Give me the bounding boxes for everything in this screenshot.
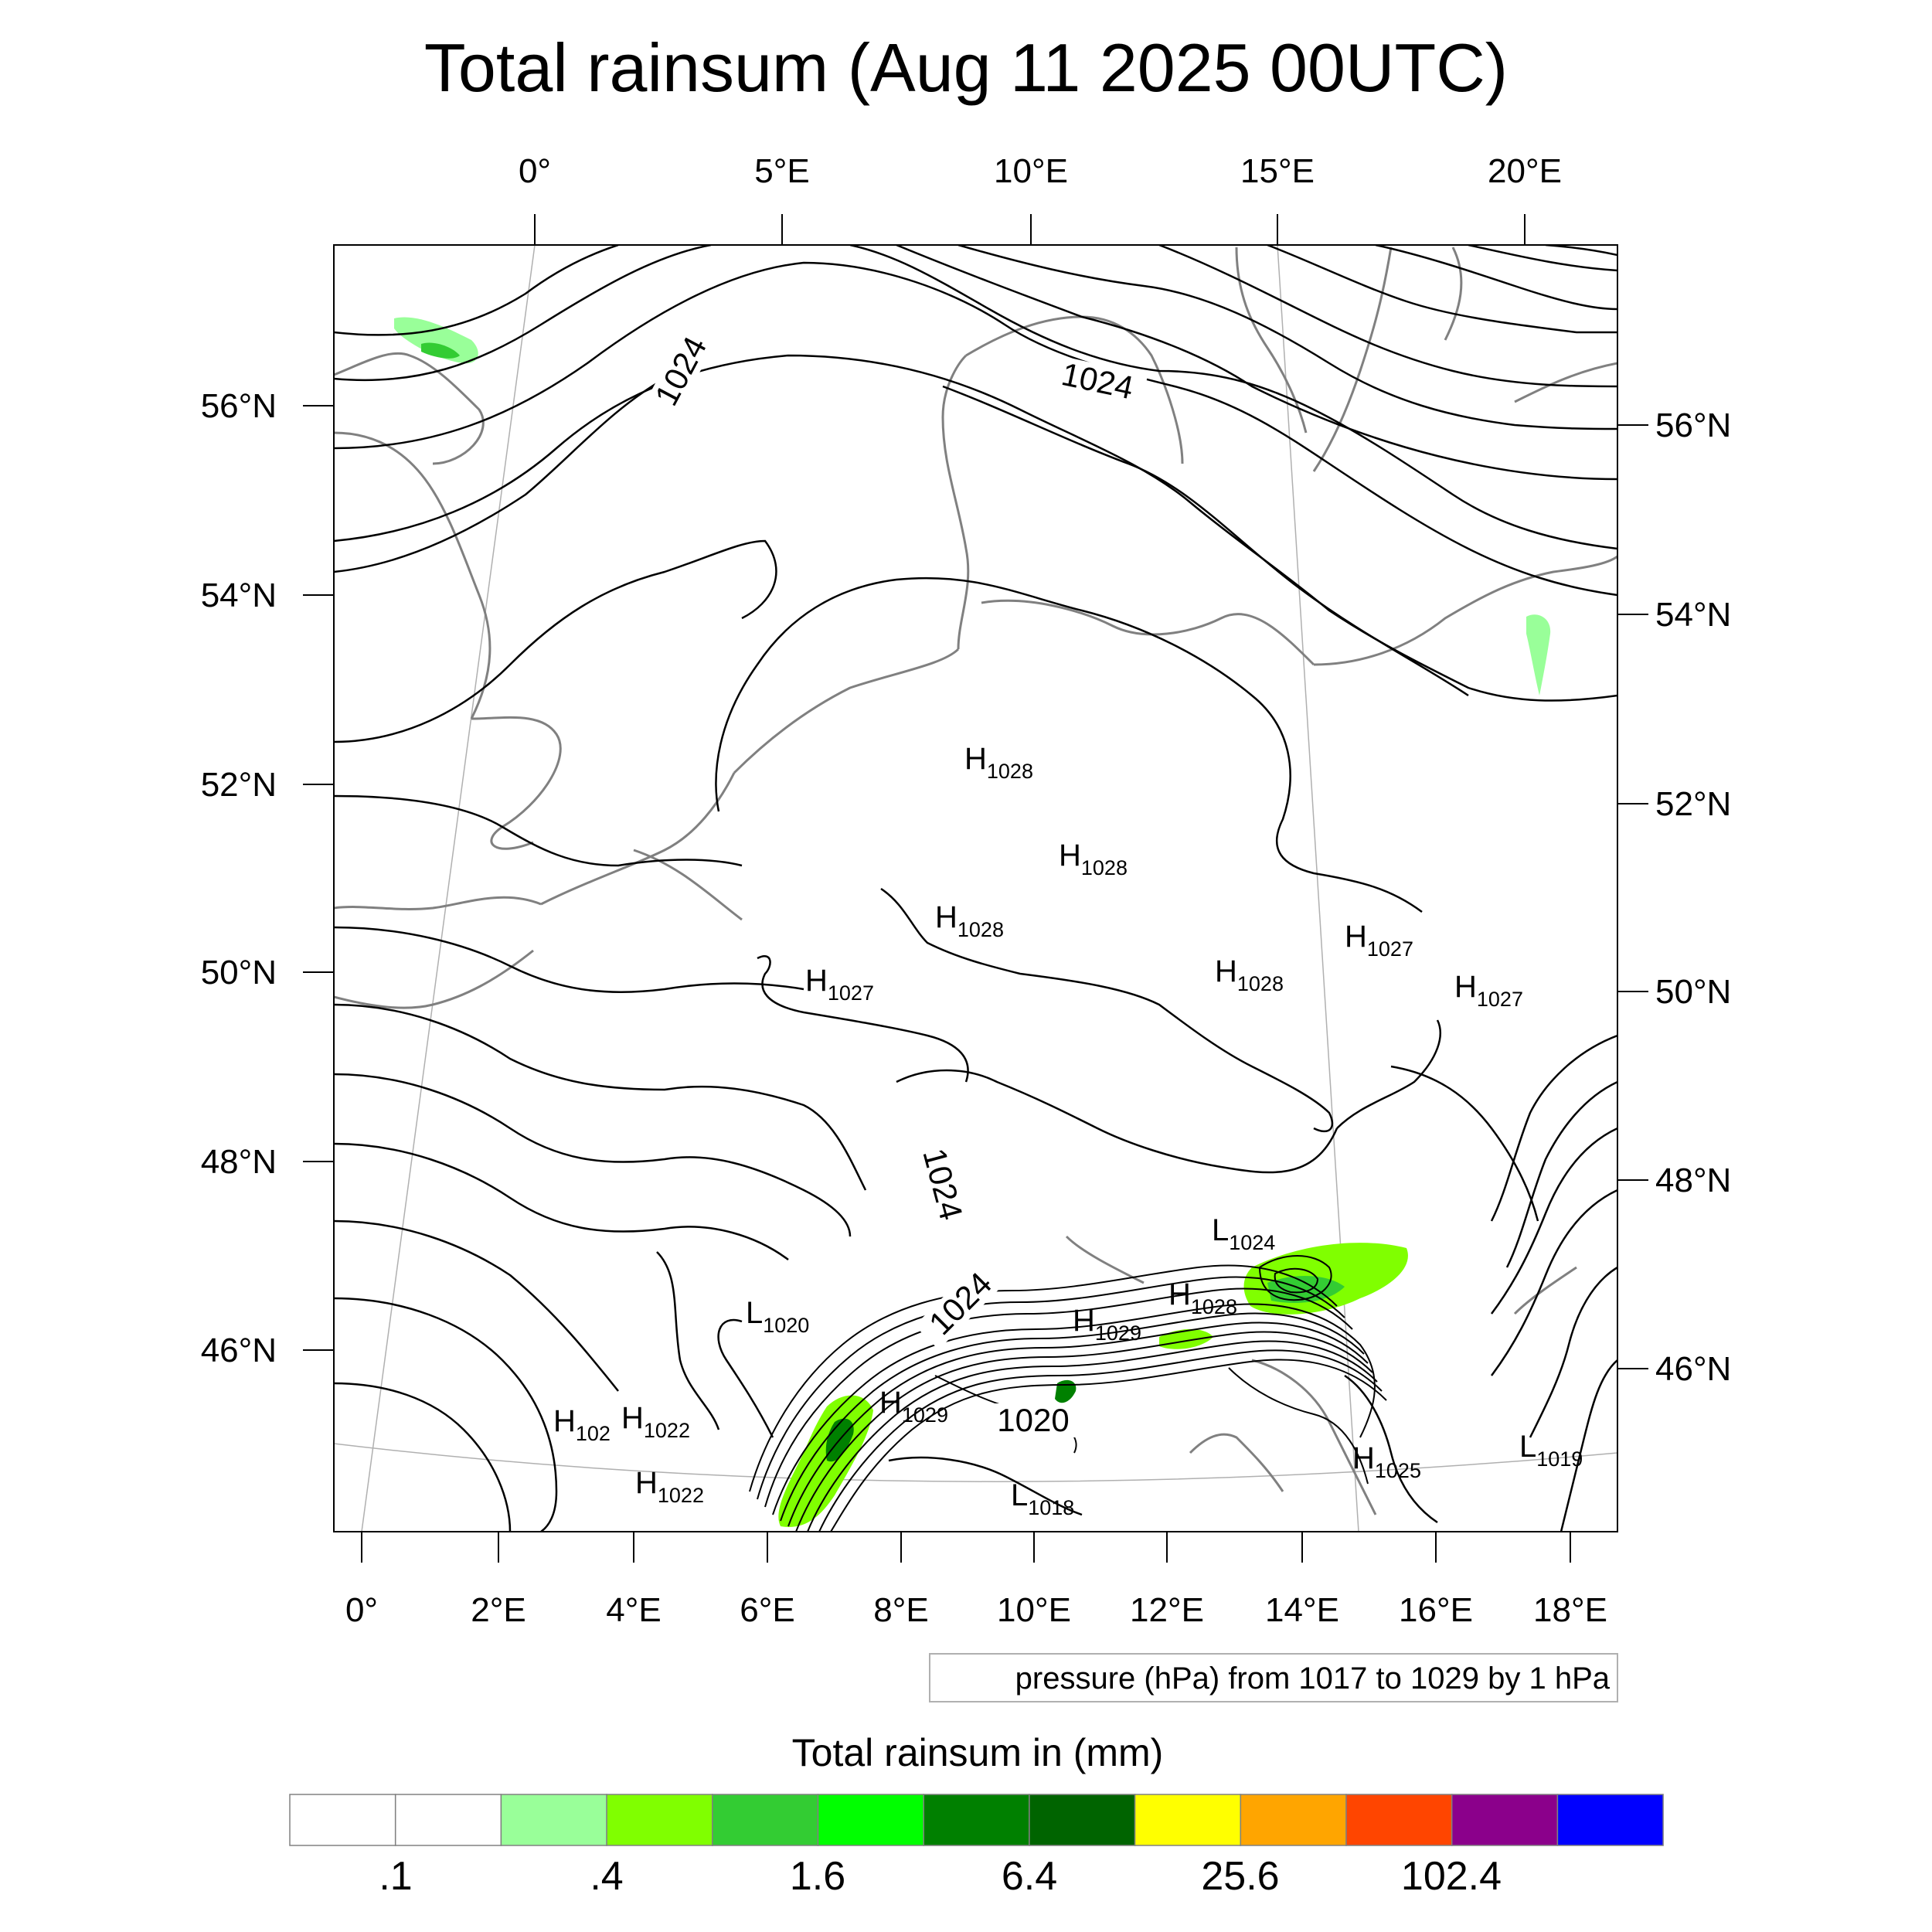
alpine-isobars [749, 1255, 1387, 1532]
colorbar-label: 1.6 [790, 1854, 845, 1899]
pressure-center: L1019 [1519, 1430, 1583, 1471]
right-latitude-axis: 56°N 54°N 52°N 50°N 48°N 46°N [1617, 406, 1731, 1388]
colorbar-box [1029, 1794, 1136, 1846]
colorbar [289, 1794, 1664, 1846]
bottom-lon-label: 2°E [471, 1591, 526, 1629]
pressure-center: H102 [553, 1404, 611, 1445]
colorbar-box [1556, 1794, 1664, 1846]
colorbar-box [606, 1794, 713, 1846]
bottom-longitude-axis: 0° 2°E 4°E 6°E 8°E 10°E 12°E 14°E 16°E 1… [345, 1532, 1607, 1629]
right-lat-label: 46°N [1655, 1350, 1731, 1388]
right-lat-label: 56°N [1655, 406, 1731, 444]
pressure-center: H1029 [879, 1386, 948, 1427]
right-lat-label: 50°N [1655, 973, 1731, 1011]
bottom-lon-label: 4°E [606, 1591, 661, 1629]
bottom-lon-label: 16°E [1399, 1591, 1473, 1629]
bottom-lon-label: 6°E [740, 1591, 794, 1629]
contour-labels: 1024 1024 1024 1024 1020 [643, 321, 1148, 1438]
colorbar-title: Total rainsum in (mm) [792, 1731, 1164, 1774]
colorbar-label: 102.4 [1401, 1854, 1502, 1899]
bottom-lon-label: 12°E [1130, 1591, 1204, 1629]
top-lon-label: 5°E [754, 152, 809, 190]
pressure-centers: H1028 H1028 H1028 H1028 H1027 H1027 H102… [553, 742, 1583, 1519]
isobars [334, 245, 1617, 1532]
colorbar-box [1134, 1794, 1242, 1846]
pressure-center: H1027 [1345, 920, 1413, 961]
colorbar-label: 25.6 [1201, 1854, 1279, 1899]
map-border [333, 244, 1618, 1532]
bottom-lon-label: 10°E [997, 1591, 1071, 1629]
colorbar-box [1451, 1794, 1559, 1846]
bottom-lon-label: 8°E [873, 1591, 928, 1629]
pressure-center: H1028 [1059, 838, 1128, 879]
left-lat-label: 52°N [201, 766, 277, 804]
pressure-center: H1025 [1352, 1441, 1421, 1482]
rain-patch-poland [1526, 614, 1551, 696]
left-lat-label: 48°N [201, 1143, 277, 1181]
left-lat-label: 56°N [201, 387, 277, 425]
colorbar-box [1240, 1794, 1347, 1846]
left-lat-label: 50°N [201, 954, 277, 992]
right-lat-label: 54°N [1655, 596, 1731, 634]
top-lon-label: 0° [519, 152, 551, 190]
colorbar-box [817, 1794, 924, 1846]
pressure-center: H1029 [1073, 1304, 1141, 1345]
colorbar-box [289, 1794, 396, 1846]
left-latitude-axis: 56°N 54°N 52°N 50°N 48°N 46°N [201, 387, 334, 1369]
left-lat-label: 46°N [201, 1332, 277, 1369]
pressure-center: H1028 [1168, 1277, 1237, 1318]
colorbar-box [1345, 1794, 1453, 1846]
pressure-center: L1020 [746, 1296, 809, 1337]
pressure-center: H1022 [621, 1401, 690, 1442]
rain-patch-alps-east [1159, 1328, 1213, 1349]
contour-info-text: pressure (hPa) from 1017 to 1029 by 1 hP… [1015, 1662, 1611, 1696]
colorbar-label: 6.4 [1002, 1854, 1057, 1899]
pressure-center: H1028 [1215, 954, 1284, 995]
pressure-center: L1024 [1212, 1213, 1275, 1254]
colorbar-label: .1 [379, 1854, 412, 1899]
top-lon-label: 15°E [1240, 152, 1315, 190]
pressure-center: H1027 [1454, 970, 1523, 1011]
pressure-center: L1018 [1011, 1478, 1074, 1519]
right-lat-label: 52°N [1655, 785, 1731, 823]
colorbar-box [712, 1794, 819, 1846]
pressure-center: H1028 [935, 900, 1004, 941]
bottom-lon-label: 0° [345, 1591, 378, 1629]
contour-info-box: pressure (hPa) from 1017 to 1029 by 1 hP… [929, 1653, 1618, 1702]
rain-patch-central-alps [1055, 1379, 1077, 1403]
contour-label: 1020 [997, 1402, 1069, 1438]
map-panel: 1024 1024 1024 1024 1020 [333, 244, 1618, 1532]
pressure-center: H1027 [805, 964, 874, 1005]
bottom-lon-label: 14°E [1265, 1591, 1339, 1629]
map-background [334, 245, 1617, 1532]
top-lon-label: 20°E [1488, 152, 1562, 190]
right-lat-label: 48°N [1655, 1162, 1731, 1199]
rain-patch-scotland [394, 317, 478, 364]
bottom-lon-label: 18°E [1533, 1591, 1607, 1629]
top-lon-label: 10°E [994, 152, 1068, 190]
left-lat-label: 54°N [201, 577, 277, 614]
colorbar-box [394, 1794, 502, 1846]
pressure-center: H1022 [635, 1466, 704, 1507]
colorbar-labels: .1 .4 1.6 6.4 25.6 102.4 [379, 1854, 1502, 1899]
pressure-center: H1028 [964, 742, 1033, 783]
colorbar-box [923, 1794, 1030, 1846]
top-longitude-axis: 0° 5°E 10°E 15°E 20°E [519, 152, 1562, 245]
colorbar-label: .4 [590, 1854, 623, 1899]
colorbar-box [500, 1794, 607, 1846]
map-title: Total rainsum (Aug 11 2025 00UTC) [424, 29, 1508, 106]
rain-patch-scotland-core [421, 342, 460, 359]
